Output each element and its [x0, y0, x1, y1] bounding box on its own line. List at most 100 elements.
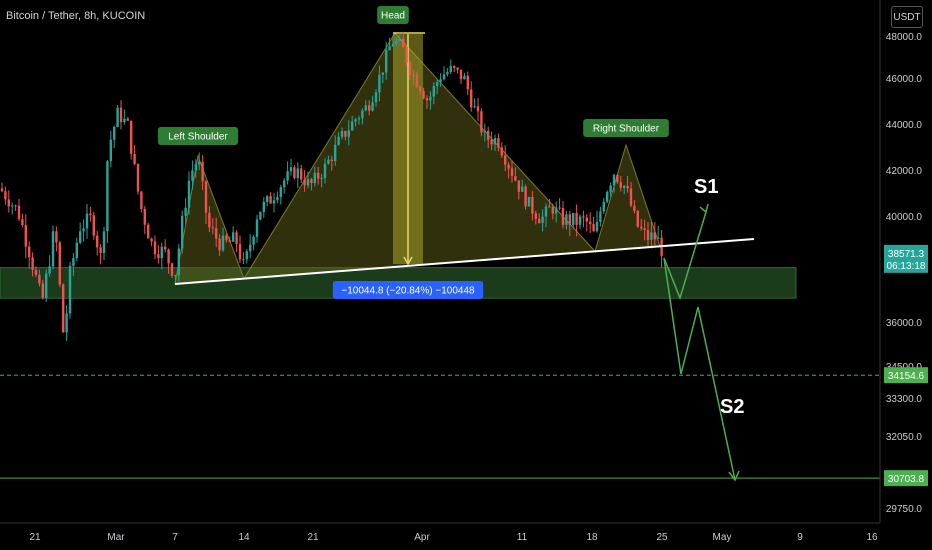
price-tag-value: 30703.8: [888, 474, 925, 485]
candle-body: [555, 207, 558, 214]
candle-body: [306, 179, 310, 186]
candle-body: [296, 168, 299, 179]
candle-body: [408, 62, 412, 75]
candle-body: [534, 213, 537, 219]
candle-body: [62, 284, 65, 333]
time-axis[interactable]: 21 Mar 7 14 21 Apr 11 18 25 May 9 16: [0, 522, 880, 543]
candle-body: [150, 238, 153, 242]
y-tick-label: 42000.0: [886, 166, 923, 177]
candle-body: [289, 167, 293, 172]
candle-body: [130, 120, 133, 154]
candle-body: [500, 147, 503, 156]
candle-body: [313, 172, 316, 184]
candle-body: [170, 263, 174, 276]
candle-body: [633, 205, 636, 211]
candle-body: [439, 79, 442, 83]
candle-body: [521, 186, 524, 192]
candle-body: [340, 131, 344, 137]
price-tag: [884, 470, 928, 487]
candle-body: [28, 246, 31, 258]
candle-body: [436, 82, 439, 87]
candle-body: [544, 206, 548, 217]
candle-body: [153, 241, 157, 255]
candle-body: [629, 188, 633, 206]
x-tick-label: 11: [517, 532, 528, 543]
candle-body: [279, 187, 282, 198]
candle-body: [58, 242, 61, 285]
candle-body: [75, 242, 78, 259]
candle-body: [470, 89, 473, 108]
candle-body: [55, 231, 58, 243]
candle-body: [504, 155, 507, 165]
x-tick-label: Mar: [107, 532, 125, 543]
symbol-title[interactable]: Bitcoin / Tether, 8h, KUCOIN: [6, 10, 146, 22]
candle-body: [548, 206, 551, 208]
candle-body: [48, 266, 51, 274]
price-tag: [884, 244, 928, 273]
x-tick-label: 7: [172, 532, 178, 543]
candle-body: [7, 199, 10, 207]
candle-body: [653, 232, 656, 240]
candle-body: [565, 214, 568, 225]
candle-body: [541, 216, 544, 224]
candle-body: [602, 201, 605, 212]
candle-body: [293, 167, 296, 179]
candle-body: [85, 213, 89, 229]
x-tick-label: 18: [586, 532, 598, 543]
candle-body: [507, 164, 510, 169]
label-s1: S1: [694, 176, 718, 198]
candle-body: [371, 102, 374, 111]
label-measure: −10044.8 (−20.84%) −100448: [341, 286, 475, 297]
candle-body: [578, 216, 582, 225]
candle-body: [4, 191, 7, 200]
candle-body: [493, 138, 497, 145]
currency-button[interactable]: USDT: [891, 6, 923, 28]
drawings: Left Shoulder Head Right Shoulder −10044.8 …: [157, 6, 755, 482]
candle-body: [429, 96, 432, 101]
candle-body: [194, 164, 197, 171]
candle-body: [215, 228, 218, 239]
candle-body: [191, 170, 194, 181]
candle-body: [337, 136, 340, 145]
price-axis[interactable]: 48000.0 46000.0 44000.0 42000.0 40000.0 36000…: [879, 0, 928, 523]
candle-body: [398, 38, 401, 42]
candle-body: [657, 237, 660, 240]
candle-body: [225, 235, 228, 241]
candle-body: [442, 74, 446, 80]
candle-body: [242, 259, 245, 261]
x-tick-label: 9: [797, 532, 803, 543]
candle-body: [589, 221, 592, 225]
candle-body: [612, 174, 616, 186]
candle-body: [181, 215, 184, 249]
candle-body: [514, 176, 517, 181]
candle-body: [419, 86, 422, 92]
candle-body: [446, 72, 449, 75]
candle-body: [606, 192, 609, 202]
candle-body: [575, 213, 578, 225]
candle-body: [126, 118, 129, 121]
candle-body: [269, 196, 272, 204]
price-tag: [884, 367, 928, 384]
candle-body: [310, 179, 313, 184]
candle-body: [228, 240, 231, 242]
candle-body: [187, 180, 191, 208]
candle-body: [538, 218, 541, 224]
candle-body: [412, 74, 415, 76]
candle-body: [143, 208, 146, 225]
candle-body: [259, 211, 262, 220]
candle-body: [561, 208, 565, 225]
candle-body: [459, 69, 463, 80]
neckline: [174, 238, 755, 285]
candle-body: [184, 207, 187, 216]
candle-body: [65, 313, 68, 333]
candle-body: [96, 235, 99, 248]
candle-body: [238, 244, 242, 260]
candle-body: [272, 200, 276, 204]
candle-body: [381, 72, 384, 75]
candle-body: [487, 130, 490, 140]
candle-body: [38, 275, 41, 284]
candle-body: [483, 130, 486, 133]
label-right-shoulder: Right Shoulder: [593, 124, 660, 135]
candle-body: [99, 247, 102, 253]
